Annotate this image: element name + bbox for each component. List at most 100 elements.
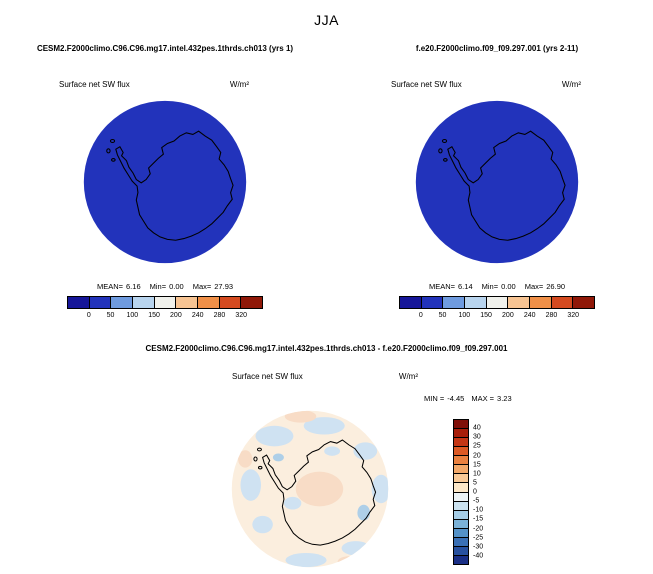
case1-title: CESM2.F2000climo.C96.C96.mg17.intel.432p…: [36, 44, 294, 53]
colorbar-ticks-difference: 40 30 25 20 15 10 5 0 -5 -10 -15 -20 -25 -30 -40: [473, 419, 499, 565]
negative-anomaly-blob: [240, 469, 262, 501]
colorbar-tick-label: 10: [473, 470, 481, 478]
colorbar-segment: [154, 297, 177, 308]
polar-map-case1: [83, 100, 247, 264]
colorbar-segment: [454, 501, 468, 511]
colorbar-segment: [454, 447, 468, 457]
min-label: Min=: [481, 282, 499, 291]
colorbar-segment: [454, 420, 468, 430]
max-value: 3.23: [497, 394, 512, 403]
colorbar-tick-label: 15: [473, 461, 481, 469]
colorbar-segment: [454, 492, 468, 502]
max-value: 26.90: [546, 282, 566, 291]
colorbar-tick-label: 320: [567, 312, 580, 319]
colorbar-tick-label: 5: [473, 479, 477, 487]
colorbar-tick-label: -5: [473, 497, 480, 505]
colorbar-tick-label: 30: [473, 433, 481, 441]
colorbar-segment: [454, 546, 468, 556]
season-title: JJA: [314, 12, 339, 28]
colorbar-segment: [454, 555, 468, 564]
colorbar-tick-label: -15: [473, 515, 484, 523]
negative-anomaly-blob-strong: [272, 453, 284, 462]
colorbar-segment: [443, 297, 466, 308]
colorbar-segment: [454, 438, 468, 448]
colorbar-tick-label: 240: [191, 312, 204, 319]
field-label: Surface net SW flux: [232, 372, 303, 381]
colorbar-segment: [454, 465, 468, 475]
colorbar-tick-label: 0: [418, 312, 423, 319]
units-label: W/m²: [398, 372, 418, 381]
colorbar-segment: [454, 510, 468, 520]
colorbar-segment: [219, 297, 242, 308]
positive-anomaly-blob: [337, 556, 362, 568]
colorbar-tick-label: -40: [473, 552, 484, 560]
colorbar-segment: [111, 297, 134, 308]
negative-anomaly-blob: [324, 446, 341, 456]
min-label: Min=: [149, 282, 167, 291]
colorbar-segment: [573, 297, 595, 308]
colorbar-tick-label: -30: [473, 543, 484, 551]
colorbar-segment: [454, 456, 468, 466]
max-label: Max=: [192, 282, 212, 291]
negative-anomaly-blob: [252, 515, 273, 534]
field-label: Surface net SW flux: [59, 80, 130, 89]
map-ocean: [83, 100, 247, 264]
colorbar-tick-label: -20: [473, 525, 484, 532]
colorbar-segment: [421, 297, 444, 308]
colorbar-segment: [508, 297, 531, 308]
colorbar-tick-label: 100: [458, 312, 471, 319]
positive-anomaly-blob: [295, 471, 344, 507]
colorbar-segment: [551, 297, 574, 308]
panel-case1: CESM2.F2000climo.C96.C96.mg17.intel.432p…: [35, 44, 295, 336]
negative-anomaly-blob: [341, 541, 371, 556]
negative-anomaly-blob: [303, 417, 345, 435]
polar-map-difference: [231, 410, 389, 568]
case1-field-row: Surface net SW flux W/m²: [59, 80, 249, 89]
colorbar-tick-label: 0: [473, 488, 477, 496]
colorbar-tick-label: 50: [438, 312, 447, 319]
difference-stats: MIN = -4.45 MAX = 3.23: [424, 394, 512, 403]
units-label: W/m²: [561, 80, 581, 89]
colorbar-tick-label: 150: [148, 312, 160, 319]
mean-label: MEAN=: [428, 282, 456, 291]
min-label: MIN =: [424, 394, 445, 403]
colorbar-tick-label: 320: [235, 312, 248, 319]
max-label: MAX =: [471, 394, 495, 403]
units-label: W/m²: [229, 80, 249, 89]
colorbar-tick-label: -10: [473, 506, 484, 514]
max-value: 27.93: [214, 282, 234, 291]
colorbar-tick-label: 240: [523, 312, 536, 319]
case1-stats: MEAN= 6.16 Min= 0.00 Max= 27.93: [35, 282, 295, 291]
colorbar-tick-label: -25: [473, 534, 484, 542]
case2-stats: MEAN= 6.14 Min= 0.00 Max= 26.90: [367, 282, 627, 291]
colorbar-segment: [133, 297, 155, 308]
min-value: 0.00: [501, 282, 516, 291]
difference-anomaly-field: [238, 410, 389, 568]
colorbar-segment: [465, 297, 487, 308]
min-value: 0.00: [169, 282, 184, 291]
colorbar-tick-label: 50: [106, 312, 115, 319]
colorbar-segment: [198, 297, 220, 308]
colorbar-ticks-case1: 0 50 100 150 200 240 280 320: [67, 312, 263, 322]
colorbar-tick-label: 200: [502, 312, 514, 319]
colorbar-segment: [241, 297, 263, 308]
colorbar-case1: [67, 296, 263, 309]
case2-title: f.e20.F2000climo.f09_f09.297.001 (yrs 2-…: [415, 44, 579, 53]
colorbar-tick-label: 280: [213, 312, 226, 319]
polar-map-case2: [415, 100, 579, 264]
colorbar-segment: [530, 297, 552, 308]
negative-anomaly-blob: [353, 442, 378, 460]
colorbar-segment: [400, 297, 422, 308]
colorbar-tick-label: 200: [170, 312, 182, 319]
colorbar-segment: [89, 297, 112, 308]
colorbar-case2: [399, 296, 595, 309]
difference-title: CESM2.F2000climo.C96.C96.mg17.intel.432p…: [145, 344, 508, 353]
colorbar-tick-label: 280: [545, 312, 558, 319]
colorbar-segment: [454, 483, 468, 493]
colorbar-segment: [454, 537, 468, 547]
case2-field-row: Surface net SW flux W/m²: [391, 80, 581, 89]
colorbar-ticks-case2: 0 50 100 150 200 240 280 320: [399, 312, 595, 322]
negative-anomaly-blob: [285, 552, 327, 568]
colorbar-difference: [453, 419, 469, 565]
